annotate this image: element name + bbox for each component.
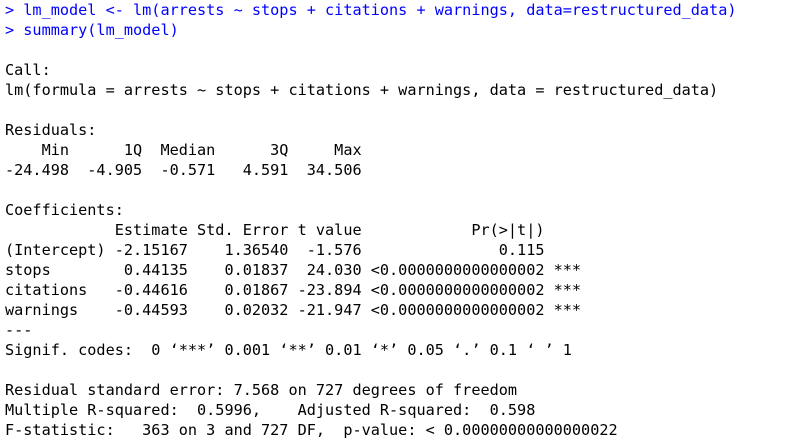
console-blank-line [5, 180, 812, 200]
console-input-line[interactable]: > lm_model <- lm(arrests ~ stops + citat… [5, 1, 737, 19]
coefficient-row-intercept: (Intercept) -2.15167 1.36540 -1.576 0.11… [5, 241, 582, 259]
f-statistic-line: F-statistic: 363 on 3 and 727 DF, p-valu… [5, 421, 618, 439]
console-blank-line [5, 360, 812, 380]
coefficients-header-row: Estimate Std. Error t value Pr(>|t|) [5, 221, 582, 239]
console-blank-line [5, 100, 812, 120]
residuals-values-row: -24.498 -4.905 -0.571 4.591 34.506 [5, 161, 371, 179]
console-blank-line [5, 40, 812, 60]
separator-line: --- [5, 321, 33, 339]
residual-standard-error-line: Residual standard error: 7.568 on 727 de… [5, 381, 518, 399]
coefficients-heading: Coefficients: [5, 201, 124, 219]
coefficient-row-warnings: warnings -0.44593 0.02032 -21.947 <0.000… [5, 301, 582, 319]
coefficient-row-stops: stops 0.44135 0.01837 24.030 <0.00000000… [5, 261, 582, 279]
residuals-heading: Residuals: [5, 121, 97, 139]
call-formula: lm(formula = arrests ~ stops + citations… [5, 81, 719, 99]
r-squared-line: Multiple R-squared: 0.5996, Adjusted R-s… [5, 401, 545, 419]
coefficient-row-citations: citations -0.44616 0.01867 -23.894 <0.00… [5, 281, 582, 299]
call-heading: Call: [5, 61, 51, 79]
signif-codes-line: Signif. codes: 0 ‘***’ 0.001 ‘**’ 0.01 ‘… [5, 341, 572, 359]
residuals-header-row: Min 1Q Median 3Q Max [5, 141, 371, 159]
console-input-line[interactable]: > summary(lm_model) [5, 21, 179, 39]
